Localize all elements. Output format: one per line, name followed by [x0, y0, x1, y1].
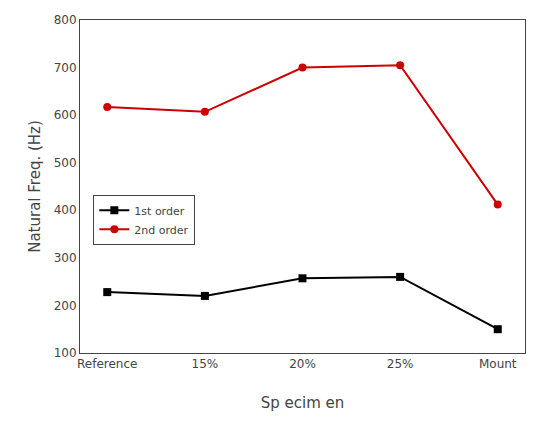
svg-text:400: 400: [54, 203, 77, 217]
svg-text:600: 600: [54, 108, 77, 122]
svg-text:25%: 25%: [387, 357, 414, 371]
svg-text:Natural Freq. (Hz): Natural Freq. (Hz): [26, 120, 44, 253]
svg-text:Sp ecim en: Sp ecim en: [261, 394, 345, 412]
svg-text:300: 300: [54, 251, 77, 265]
svg-text:Mount: Mount: [479, 357, 517, 371]
svg-text:500: 500: [54, 156, 77, 170]
svg-text:Reference: Reference: [77, 357, 137, 371]
svg-text:1st order: 1st order: [134, 205, 184, 218]
svg-text:800: 800: [54, 13, 77, 27]
svg-text:15%: 15%: [192, 357, 219, 371]
svg-text:20%: 20%: [289, 357, 316, 371]
svg-text:700: 700: [54, 61, 77, 75]
svg-text:2nd order: 2nd order: [134, 224, 188, 237]
svg-text:100: 100: [54, 346, 77, 360]
svg-text:200: 200: [54, 299, 77, 313]
